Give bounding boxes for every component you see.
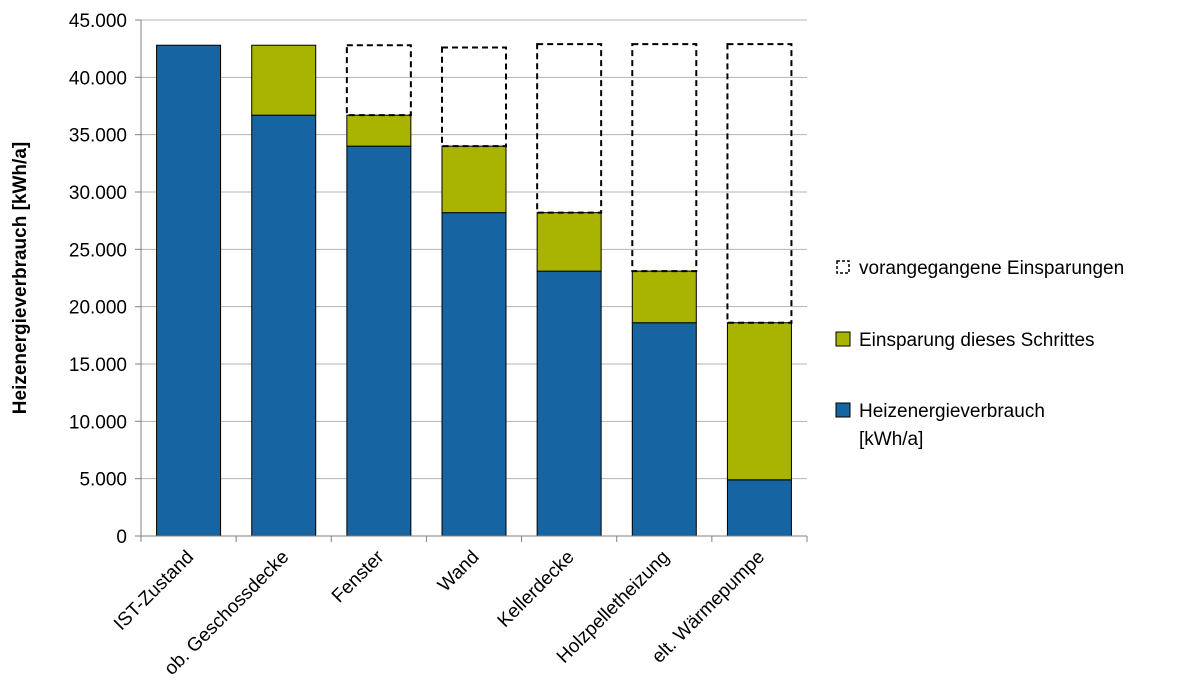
bar-wand-einsparung-dieses-schrittes xyxy=(441,145,507,214)
y-tick-label-0: 0 xyxy=(116,527,127,548)
y-tick-labels: 0 5.000 10.000 15.000 20.000 25.000 30.000 35.0… xyxy=(69,11,127,548)
bar-kellerdecke-einsparung-dieses-schrittes xyxy=(536,212,602,272)
bar-fenster-heizenergieverbrauch-kwh-a xyxy=(346,145,412,537)
x-tick-label-kellerdecke: Kellerdecke xyxy=(494,547,579,632)
legend: vorangegangene Einsparungen Einsparung di… xyxy=(835,258,1124,450)
y-tick-label-5: 25.000 xyxy=(69,240,127,261)
bar-elt-warmepumpe-vorangegangene-einsparungen xyxy=(726,43,793,324)
bar-holzpelletheizung-heizenergieverbrauch-kwh-a xyxy=(631,322,697,537)
legend-label-einsparung-dieses-schrittes: Einsparung dieses Schrittes xyxy=(859,330,1095,351)
x-tick-label-fenster: Fenster xyxy=(328,546,389,607)
y-tick-label-4: 20.000 xyxy=(69,298,127,319)
y-tick-label-3: 15.000 xyxy=(69,355,127,376)
bar-ob-geschossdecke-einsparung-dieses-schrittes xyxy=(251,44,317,116)
bars xyxy=(156,43,793,537)
bar-wand-heizenergieverbrauch-kwh-a xyxy=(441,212,507,537)
bar-fenster-einsparung-dieses-schrittes xyxy=(346,114,412,147)
y-tick-label-1: 5.000 xyxy=(79,470,127,491)
y-tick-label-9: 45.000 xyxy=(69,11,127,32)
bar-holzpelletheizung-einsparung-dieses-schrittes xyxy=(631,270,697,324)
bar-elt-warmepumpe-heizenergieverbrauch-kwh-a xyxy=(726,479,792,537)
legend-swatch-heizenergieverbrauch-kwh-a xyxy=(835,402,851,418)
y-tick-label-8: 40.000 xyxy=(69,68,127,89)
bar-ist-zustand-heizenergieverbrauch-kwh-a xyxy=(156,44,222,537)
bar-holzpelletheizung-vorangegangene-einsparungen xyxy=(631,43,698,273)
bar-elt-warmepumpe-einsparung-dieses-schrittes xyxy=(726,322,792,481)
y-tick-label-2: 10.000 xyxy=(69,412,127,433)
bar-fenster-vorangegangene-einsparungen xyxy=(345,44,412,117)
legend-label-vorangegangene-einsparungen: vorangegangene Einsparungen xyxy=(859,258,1124,279)
y-tick-label-6: 30.000 xyxy=(69,183,127,204)
y-axis-title: Heizenergieverbrauch [kWh/a] xyxy=(10,142,31,414)
legend-label-heizenergieverbrauch-kwh-a-line-2: [kWh/a] xyxy=(859,429,923,450)
bar-kellerdecke-vorangegangene-einsparungen xyxy=(536,43,603,214)
legend-swatch-einsparung-dieses-schrittes xyxy=(835,331,851,347)
x-tick-label-ist-zustand: IST-Zustand xyxy=(110,547,198,635)
legend-swatch-vorangegangene-einsparungen xyxy=(836,260,850,274)
bar-wand-vorangegangene-einsparungen xyxy=(441,46,507,148)
axes xyxy=(135,19,808,542)
y-tick-label-7: 35.000 xyxy=(69,126,127,147)
x-tick-label-wand: Wand xyxy=(434,547,483,596)
bar-ob-geschossdecke-heizenergieverbrauch-kwh-a xyxy=(251,114,317,537)
legend-label-heizenergieverbrauch-kwh-a-line-1: Heizenergieverbrauch xyxy=(859,401,1045,422)
bar-kellerdecke-heizenergieverbrauch-kwh-a xyxy=(536,270,602,537)
